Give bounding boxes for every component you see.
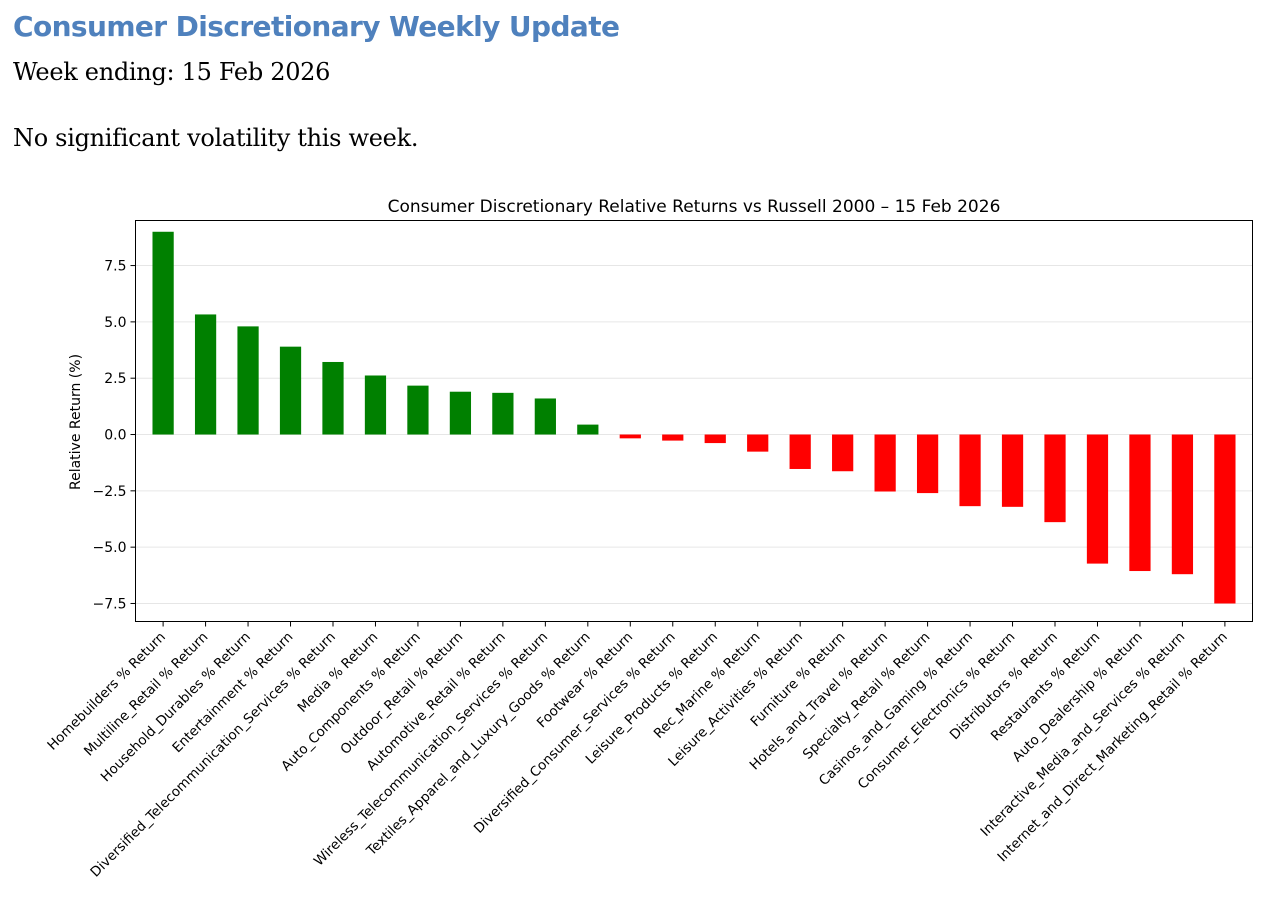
bar xyxy=(279,346,302,435)
plot-frame xyxy=(135,220,1253,622)
gridlines xyxy=(135,265,1253,604)
bar xyxy=(1001,434,1024,507)
bar xyxy=(747,434,769,452)
y-tick-label: 2.5 xyxy=(104,371,126,387)
bar xyxy=(1044,434,1066,523)
bar xyxy=(789,434,811,469)
bars xyxy=(152,231,1236,604)
volatility-note: No significant volatility this week. xyxy=(13,124,419,152)
bar xyxy=(916,434,939,494)
bar xyxy=(577,424,599,435)
y-tick-label: 0.0 xyxy=(104,428,126,444)
week-ending-line: Week ending: 15 Feb 2026 xyxy=(13,58,331,86)
bar xyxy=(1214,434,1236,604)
bar xyxy=(152,231,174,435)
bar xyxy=(1086,434,1109,564)
y-axis: 7.5 5.0 2.5 0.0 −2.5 −5.0 −7.5 xyxy=(93,259,136,612)
page-title: Consumer Discretionary Weekly Update xyxy=(13,10,620,43)
bar xyxy=(194,314,217,435)
bar xyxy=(1171,434,1194,575)
bar xyxy=(662,434,684,441)
chart-title: Consumer Discretionary Relative Returns … xyxy=(388,197,1001,217)
bar xyxy=(959,434,981,507)
bar xyxy=(619,434,641,439)
bar xyxy=(874,434,896,492)
x-tick-label: Casinos_and_Gaming % Return xyxy=(816,629,976,789)
bar xyxy=(832,434,854,472)
bar xyxy=(449,391,472,435)
y-tick-label: 5.0 xyxy=(104,315,126,331)
y-tick-label: 7.5 xyxy=(104,259,126,275)
bar xyxy=(364,375,387,435)
bar xyxy=(1129,434,1151,572)
bar xyxy=(492,392,514,435)
x-tick-label: Diversified_Consumer_Services % Return xyxy=(471,629,679,837)
y-tick-label: −2.5 xyxy=(93,484,127,500)
y-tick-label: −7.5 xyxy=(93,596,127,612)
bar xyxy=(407,385,429,435)
y-tick-label: −5.0 xyxy=(93,540,127,556)
y-axis-label: Relative Return (%) xyxy=(68,354,84,490)
bar xyxy=(534,398,556,435)
bar xyxy=(322,361,344,435)
bar xyxy=(704,434,726,444)
relative-returns-chart: Consumer Discretionary Relative Returns … xyxy=(44,197,1253,880)
x-tick-label: Consumer_Electronics % Return xyxy=(855,629,1019,793)
bar xyxy=(237,326,259,435)
